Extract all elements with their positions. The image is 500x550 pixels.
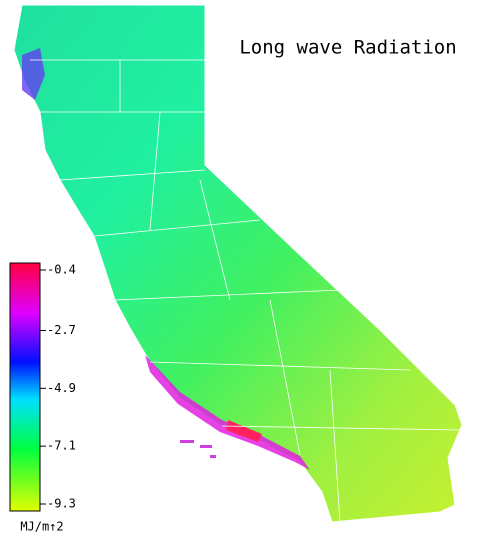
colorbar-tick-label: -7.1: [47, 439, 76, 453]
colorbar: [9, 262, 41, 512]
coastal-high-radiation: [145, 355, 310, 470]
state-shape: [13, 4, 463, 523]
northwest-high: [22, 48, 45, 100]
california-map: [13, 4, 463, 523]
colorbar-tick-label: -4.9: [47, 381, 76, 395]
colorbar-tick-label: -9.3: [47, 497, 76, 511]
islands: [180, 440, 216, 458]
colorbar-tick-label: -0.4: [47, 263, 76, 277]
coastal-peak: [226, 420, 262, 442]
colorbar-tick-label: -2.7: [47, 323, 76, 337]
map-title: Long wave Radiation: [239, 37, 456, 59]
colorbar-unit: MJ/m↑2: [20, 520, 63, 534]
county-lines: [30, 59, 461, 523]
